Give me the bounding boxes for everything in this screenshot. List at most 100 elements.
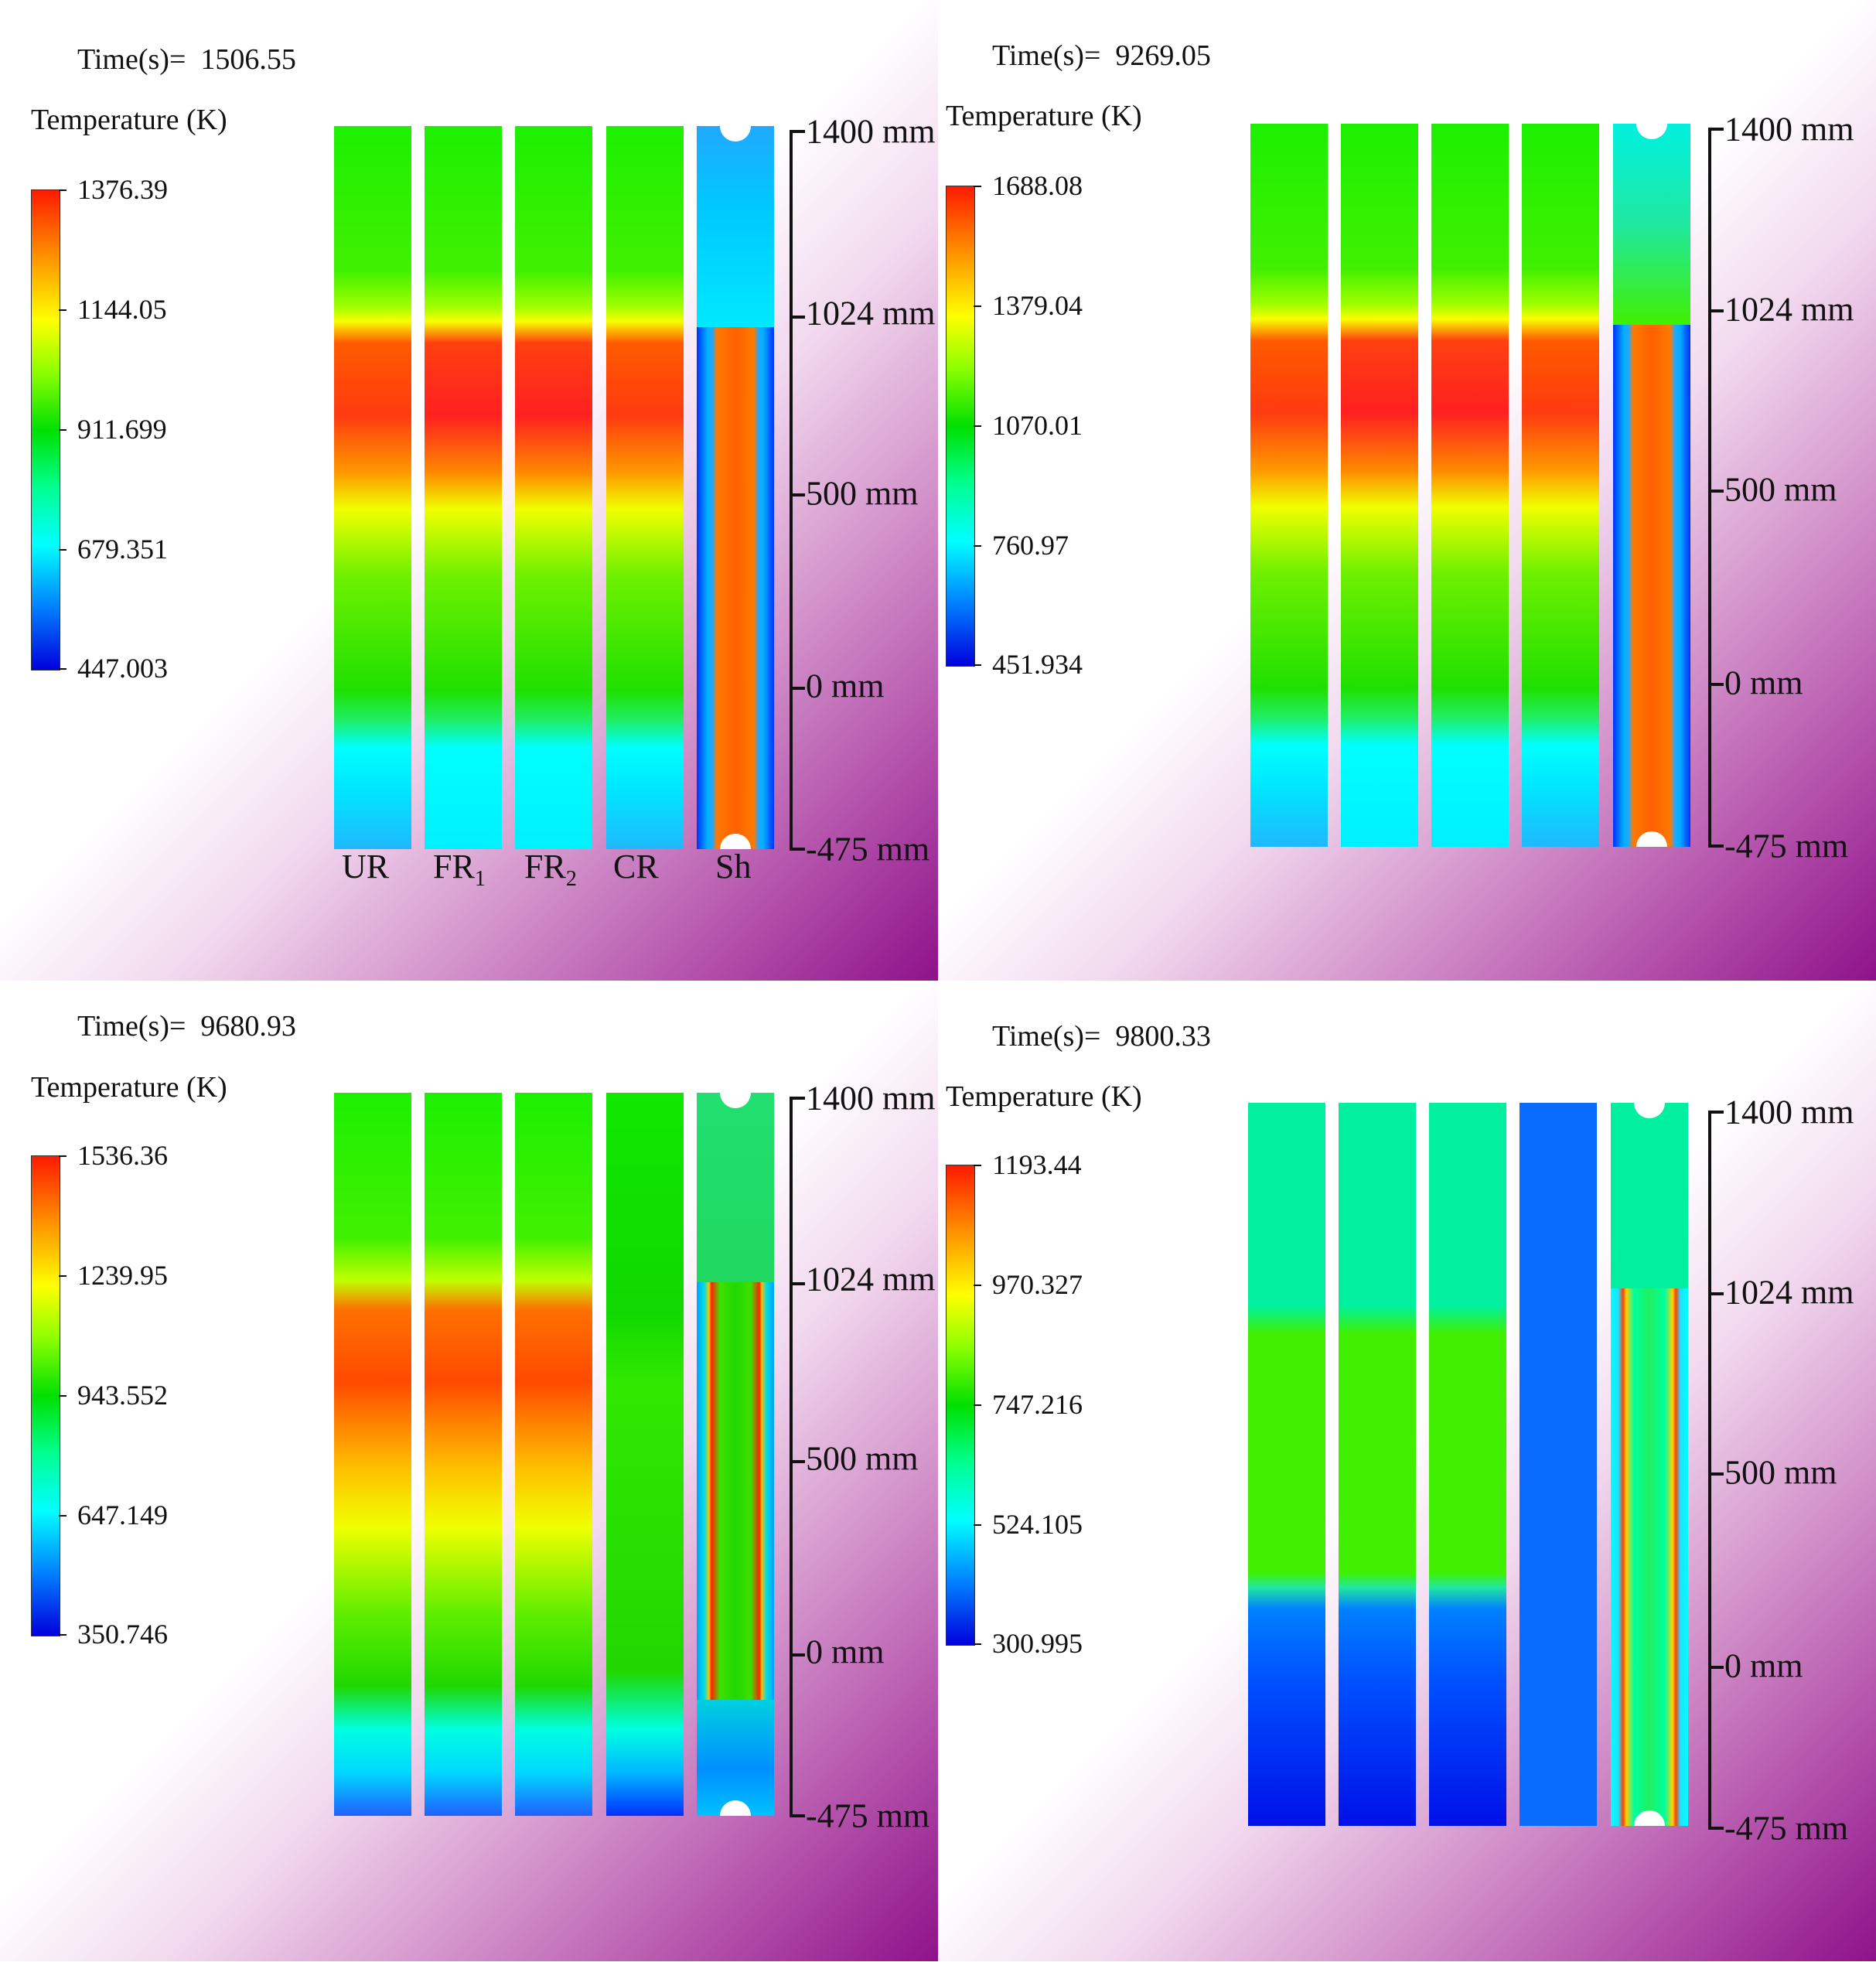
legend-value: 747.216 bbox=[992, 1389, 1083, 1420]
legend-tick bbox=[59, 549, 67, 551]
scale-tick bbox=[1708, 1111, 1724, 1114]
color-legend-bar bbox=[946, 186, 975, 667]
height-scale bbox=[790, 1097, 793, 1816]
scale-label: 1400 mm bbox=[1724, 110, 1854, 148]
legend-value: 1379.04 bbox=[992, 290, 1083, 321]
legend-value: 447.003 bbox=[77, 653, 168, 684]
scale-tick bbox=[1708, 128, 1724, 131]
legend-value: 1070.01 bbox=[992, 410, 1083, 441]
legend-tick bbox=[974, 1285, 981, 1286]
scale-label: 500 mm bbox=[806, 1439, 919, 1478]
legend-tick bbox=[59, 668, 67, 670]
legend-tick bbox=[974, 1524, 981, 1526]
rod-label-sh: Sh bbox=[715, 848, 752, 885]
scale-label: 1024 mm bbox=[806, 294, 936, 333]
rod-fr1 bbox=[425, 1093, 502, 1816]
scale-tick bbox=[1708, 1666, 1724, 1669]
legend-value: 350.746 bbox=[77, 1619, 168, 1650]
time-label: Time(s)= 9800.33 bbox=[992, 1020, 1211, 1053]
time-value: 9680.93 bbox=[200, 1010, 296, 1042]
scale-label: 0 mm bbox=[1724, 664, 1803, 702]
time-value: 1506.55 bbox=[200, 43, 296, 76]
time-value: 9800.33 bbox=[1115, 1020, 1211, 1053]
scale-label: 500 mm bbox=[1724, 1453, 1837, 1492]
legend-tick bbox=[974, 1404, 981, 1406]
legend-tick bbox=[974, 186, 981, 187]
scale-tick bbox=[1708, 309, 1724, 312]
scale-label: 500 mm bbox=[1724, 470, 1837, 509]
rod-label-cr: CR bbox=[613, 848, 659, 885]
rod-ur bbox=[1248, 1103, 1325, 1826]
scale-label: -475 mm bbox=[1724, 1809, 1849, 1848]
scale-tick bbox=[790, 1814, 805, 1817]
scale-tick bbox=[790, 687, 805, 690]
legend-value: 1376.39 bbox=[77, 174, 168, 205]
legend-tick bbox=[59, 1275, 67, 1277]
legend-tick bbox=[59, 1155, 67, 1157]
scale-tick bbox=[1708, 1827, 1724, 1830]
legend-value: 1239.95 bbox=[77, 1260, 168, 1291]
rod-fr2 bbox=[1429, 1103, 1506, 1826]
legend-tick bbox=[59, 429, 67, 431]
rod-sh bbox=[697, 126, 774, 849]
rod-fr2 bbox=[1431, 124, 1509, 847]
rod-fr2 bbox=[515, 1093, 592, 1816]
legend-tick bbox=[59, 1515, 67, 1517]
rod-label-ur: UR bbox=[342, 848, 390, 885]
scale-tick bbox=[790, 1097, 805, 1100]
scale-tick bbox=[1708, 1292, 1724, 1295]
legend-value: 300.995 bbox=[992, 1628, 1083, 1659]
rod-cr bbox=[606, 1093, 684, 1816]
scale-label: 1024 mm bbox=[1724, 1273, 1854, 1312]
rod-ur bbox=[334, 126, 411, 849]
panel-2: Time(s)= 9269.05 Temperature (K) 1688.08… bbox=[938, 0, 1876, 981]
time-label: Time(s)= 1506.55 bbox=[77, 43, 296, 76]
rod-cr bbox=[1522, 124, 1599, 847]
scale-tick bbox=[790, 1460, 805, 1463]
panel-3: Time(s)= 9680.93 Temperature (K) 1536.36… bbox=[0, 981, 938, 1961]
legend-tick bbox=[974, 1165, 981, 1166]
legend-tick bbox=[59, 309, 67, 311]
rod-fr1 bbox=[1339, 1103, 1416, 1826]
legend-title: Temperature (K) bbox=[31, 104, 227, 136]
legend-value: 451.934 bbox=[992, 649, 1083, 680]
legend-tick bbox=[974, 664, 981, 666]
scale-tick bbox=[790, 130, 805, 133]
scale-label: 0 mm bbox=[806, 1633, 885, 1671]
legend-tick bbox=[974, 305, 981, 307]
legend-value: 760.97 bbox=[992, 530, 1069, 561]
rod-fr2 bbox=[515, 126, 592, 849]
scale-tick bbox=[790, 316, 805, 319]
legend-tick bbox=[59, 1395, 67, 1397]
legend-value: 679.351 bbox=[77, 534, 168, 565]
height-scale bbox=[790, 130, 793, 849]
rod-sh bbox=[1613, 124, 1690, 847]
time-label: Time(s)= 9269.05 bbox=[992, 39, 1211, 72]
legend-value: 524.105 bbox=[992, 1509, 1083, 1540]
rod-fr1 bbox=[1341, 124, 1418, 847]
scale-tick bbox=[1708, 490, 1724, 493]
rod-fr1 bbox=[425, 126, 502, 849]
scale-tick bbox=[790, 848, 805, 851]
scale-tick bbox=[1708, 845, 1724, 848]
scale-label: -475 mm bbox=[806, 830, 930, 868]
scale-tick bbox=[790, 1653, 805, 1657]
color-legend-bar bbox=[31, 1155, 60, 1636]
legend-tick bbox=[59, 189, 67, 191]
legend-value: 911.699 bbox=[77, 414, 167, 445]
scale-label: 500 mm bbox=[806, 474, 919, 513]
height-scale bbox=[1708, 1111, 1711, 1830]
scale-label: -475 mm bbox=[1724, 827, 1849, 865]
panel-4: Time(s)= 9800.33 Temperature (K) 1193.44… bbox=[938, 981, 1876, 1961]
scale-label: 0 mm bbox=[1724, 1646, 1803, 1685]
color-legend-bar bbox=[946, 1165, 975, 1646]
scale-label: 1400 mm bbox=[806, 112, 936, 151]
legend-title: Temperature (K) bbox=[946, 100, 1142, 132]
legend-value: 1688.08 bbox=[992, 170, 1083, 201]
rod-label-fr2: FR2 bbox=[524, 848, 577, 891]
scale-tick bbox=[1708, 1472, 1724, 1476]
time-value: 9269.05 bbox=[1115, 39, 1211, 72]
rod-ur bbox=[1250, 124, 1328, 847]
legend-value: 1144.05 bbox=[77, 294, 167, 325]
rod-label-fr1: FR1 bbox=[433, 848, 486, 891]
